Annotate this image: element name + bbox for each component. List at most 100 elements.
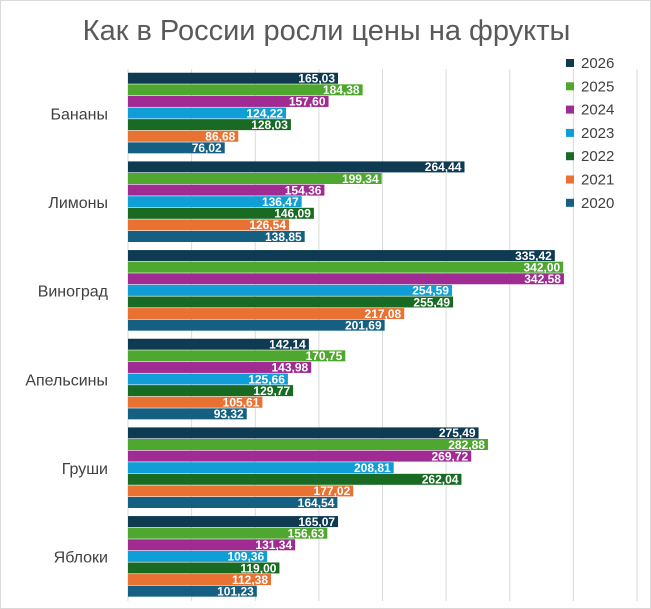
bar-2021: [128, 396, 263, 408]
data-label: 282,88: [448, 438, 485, 452]
data-label: 157,60: [289, 95, 326, 109]
legend-swatch: [566, 82, 574, 91]
bar-2023: [128, 284, 452, 296]
data-label: 142,14: [269, 338, 306, 352]
data-label: 165,07: [298, 515, 335, 529]
bar-2020: [128, 408, 247, 420]
legend-label: 2020: [581, 195, 614, 212]
bar-2021: [128, 219, 290, 231]
bar-2020: [128, 142, 225, 154]
legend-label: 2025: [581, 78, 614, 95]
data-label: 184,38: [323, 83, 360, 97]
bar-2025: [128, 439, 488, 450]
legend-swatch: [566, 198, 574, 207]
bar-2021: [128, 130, 239, 142]
bar-2024: [128, 539, 296, 551]
chart-title: Как в России росли цены на фрукты: [82, 15, 571, 47]
bar-2022: [128, 473, 462, 485]
bar-2020: [128, 497, 338, 508]
bar-2020: [128, 585, 257, 597]
bar-2026: [128, 427, 479, 439]
bar-2023: [128, 196, 302, 208]
data-label: 262,04: [422, 473, 459, 487]
bar-2022: [128, 207, 314, 219]
bar-2023: [128, 107, 287, 119]
bar-2026: [128, 161, 465, 173]
bar-2024: [128, 273, 564, 285]
data-label: 126,54: [249, 218, 286, 232]
data-label: 101,23: [217, 584, 254, 598]
data-label: 154,36: [285, 183, 322, 197]
legend-swatch: [566, 105, 574, 114]
data-label: 125,66: [248, 372, 285, 386]
data-label: 76,02: [192, 141, 222, 155]
data-label: 177,02: [314, 484, 351, 498]
data-label: 129,77: [253, 384, 290, 398]
bar-2026: [128, 516, 339, 528]
category-label: Яблоки: [54, 550, 108, 567]
data-label: 342,00: [523, 260, 560, 274]
bar-2025: [128, 350, 346, 362]
bar-2023: [128, 550, 268, 562]
category-label: Виноград: [38, 284, 109, 301]
data-label: 131,34: [255, 538, 292, 552]
category-label: Апельсины: [25, 372, 108, 389]
bar-2024: [128, 450, 472, 462]
legend-label: 2026: [581, 55, 614, 72]
bar-2021: [128, 308, 405, 320]
data-label: 156,63: [288, 526, 325, 540]
data-label: 93,32: [214, 407, 244, 421]
data-label: 124,22: [246, 106, 283, 120]
data-label: 146,09: [274, 207, 311, 221]
data-label: 170,75: [306, 349, 343, 363]
bar-2022: [128, 562, 280, 574]
bar-2021: [128, 485, 354, 497]
data-label: 105,61: [223, 396, 260, 410]
category-label: Бананы: [51, 106, 108, 123]
data-label: 109,36: [227, 550, 264, 564]
bar-2026: [128, 338, 309, 350]
bar-2020: [128, 319, 385, 331]
bar-2026: [128, 250, 555, 262]
bar-2025: [128, 84, 363, 96]
bar-2025: [128, 261, 564, 273]
data-label: 112,38: [232, 573, 268, 587]
bar-2025: [128, 173, 382, 184]
data-label: 128,03: [251, 118, 288, 132]
data-label: 254,59: [412, 284, 449, 298]
data-label: 275,49: [439, 426, 476, 440]
bar-2024: [128, 95, 329, 107]
data-label: 86,68: [205, 130, 235, 144]
data-label: 136,47: [262, 195, 299, 209]
data-label: 264,44: [425, 160, 462, 174]
category-label: Груши: [62, 461, 108, 478]
bar-2024: [128, 361, 312, 373]
data-label: 138,85: [265, 230, 302, 244]
data-label: 255,49: [413, 295, 450, 309]
legend-label: 2021: [581, 172, 614, 189]
data-label: 201,69: [345, 318, 382, 332]
data-label: 269,72: [432, 449, 469, 463]
bar-2026: [128, 72, 339, 84]
legend-label: 2022: [581, 148, 614, 165]
bar-2025: [128, 527, 328, 539]
bar-2021: [128, 574, 272, 586]
data-label: 199,34: [342, 172, 379, 186]
bar-2022: [128, 119, 291, 131]
bar-2024: [128, 184, 325, 196]
data-label: 119,00: [240, 561, 276, 575]
data-label: 342,58: [524, 272, 561, 286]
data-label: 143,98: [272, 361, 309, 375]
legend-label: 2023: [581, 125, 614, 142]
data-label: 165,03: [298, 72, 335, 86]
legend-label: 2024: [581, 102, 614, 119]
legend-swatch: [566, 59, 574, 67]
bar-2023: [128, 373, 288, 385]
bar-2020: [128, 231, 305, 242]
bar-2022: [128, 385, 294, 397]
legend-swatch: [566, 128, 574, 137]
legend-swatch: [566, 175, 574, 184]
category-label: Лимоны: [48, 195, 108, 212]
